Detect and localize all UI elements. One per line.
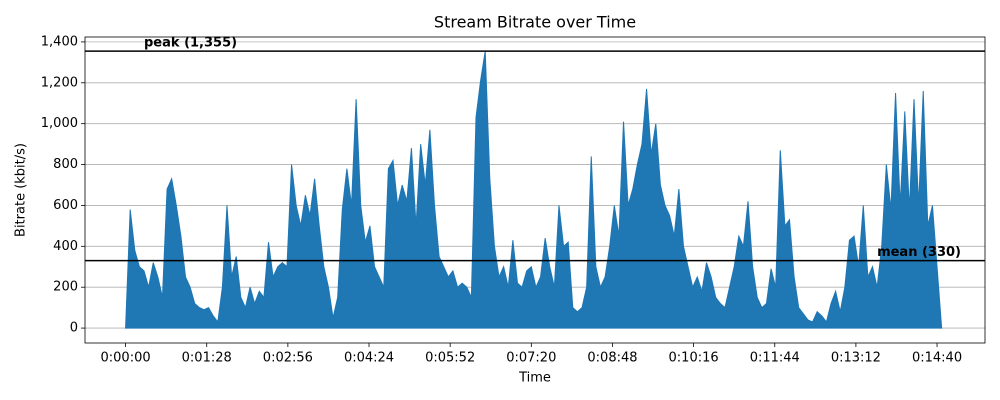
x-tick-label: 0:10:16 bbox=[669, 351, 719, 366]
annotation: peak (1,355) bbox=[144, 36, 237, 51]
y-tick-label: 0 bbox=[70, 321, 78, 336]
y-tick-label: 800 bbox=[53, 157, 78, 172]
y-axis-label: Bitrate (kbit/s) bbox=[14, 143, 29, 237]
y-tick-label: 600 bbox=[53, 198, 78, 213]
y-tick-label: 1,400 bbox=[41, 34, 78, 49]
annotation: mean (330) bbox=[877, 245, 961, 260]
y-tick-label: 1,200 bbox=[41, 75, 78, 90]
x-tick-label: 0:14:40 bbox=[912, 351, 962, 366]
x-tick-label: 0:05:52 bbox=[425, 351, 475, 366]
x-axis-label: Time bbox=[518, 371, 551, 386]
x-tick-label: 0:07:20 bbox=[506, 351, 556, 366]
x-tick-label: 0:08:48 bbox=[587, 351, 637, 366]
plot-frame bbox=[84, 36, 986, 344]
chart-title: Stream Bitrate over Time bbox=[434, 13, 636, 32]
x-tick-label: 0:00:00 bbox=[101, 351, 151, 366]
x-tick-label: 0:13:12 bbox=[831, 351, 881, 366]
x-tick-label: 0:01:28 bbox=[182, 351, 232, 366]
y-tick-label: 1,000 bbox=[41, 116, 78, 131]
x-tick-label: 0:11:44 bbox=[750, 351, 800, 366]
area bbox=[125, 51, 943, 329]
x-tick-label: 0:02:56 bbox=[263, 351, 313, 366]
x-tick-label: 0:04:24 bbox=[344, 351, 394, 366]
y-tick-label: 400 bbox=[53, 239, 78, 254]
y-tick-label: 200 bbox=[53, 280, 78, 295]
